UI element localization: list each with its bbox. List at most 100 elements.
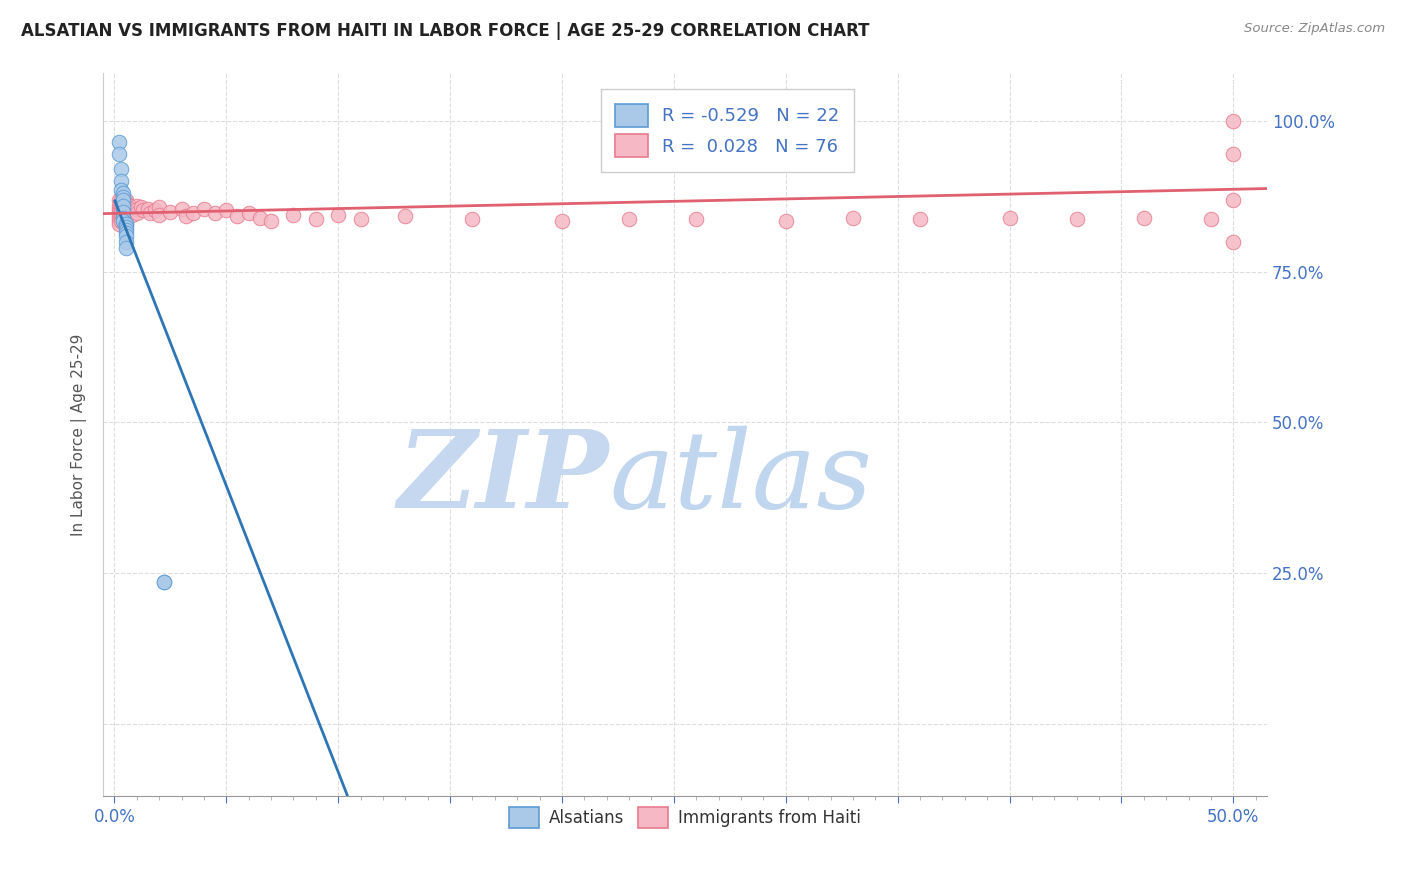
Point — [617, 211, 640, 226]
Point — [114, 219, 136, 234]
Point — [108, 204, 131, 219]
Point — [132, 203, 155, 218]
Point — [112, 193, 135, 207]
Point — [129, 200, 152, 214]
Point — [112, 213, 135, 227]
Point — [1222, 147, 1244, 161]
Point — [1222, 114, 1244, 128]
Point — [112, 211, 135, 225]
Point — [114, 200, 136, 214]
Point — [908, 211, 931, 226]
Point — [1222, 193, 1244, 207]
Point — [114, 217, 136, 231]
Point — [159, 204, 181, 219]
Point — [114, 241, 136, 255]
Point — [117, 198, 139, 212]
Point — [112, 198, 135, 212]
Point — [139, 206, 162, 220]
Point — [108, 217, 131, 231]
Point — [1133, 211, 1156, 225]
Point — [114, 195, 136, 210]
Point — [174, 210, 197, 224]
Point — [114, 204, 136, 219]
Point — [120, 204, 142, 219]
Point — [112, 204, 135, 219]
Point — [110, 184, 132, 198]
Point — [121, 208, 143, 222]
Point — [108, 198, 131, 212]
Point — [108, 193, 131, 207]
Text: ZIP: ZIP — [398, 425, 609, 531]
Point — [551, 213, 574, 227]
Point — [125, 206, 148, 220]
Point — [110, 202, 132, 216]
Point — [114, 193, 136, 207]
Point — [112, 186, 135, 201]
Point — [394, 210, 416, 224]
Point — [148, 208, 170, 222]
Point — [108, 213, 131, 227]
Point — [110, 193, 132, 207]
Point — [136, 202, 159, 216]
Point — [117, 202, 139, 216]
Point — [112, 189, 135, 203]
Legend: Alsatians, Immigrants from Haiti: Alsatians, Immigrants from Haiti — [502, 800, 868, 835]
Point — [120, 198, 142, 212]
Point — [328, 208, 350, 222]
Point — [1199, 211, 1222, 226]
Point — [114, 228, 136, 243]
Point — [112, 198, 135, 212]
Point — [305, 211, 328, 226]
Point — [114, 222, 136, 236]
Point — [998, 211, 1021, 225]
Point — [110, 198, 132, 212]
Text: Source: ZipAtlas.com: Source: ZipAtlas.com — [1244, 22, 1385, 36]
Point — [108, 147, 131, 161]
Point — [152, 575, 174, 590]
Point — [238, 206, 260, 220]
Y-axis label: In Labor Force | Age 25-29: In Labor Force | Age 25-29 — [72, 334, 87, 536]
Point — [114, 217, 136, 231]
Point — [114, 226, 136, 240]
Point — [112, 204, 135, 219]
Point — [114, 208, 136, 222]
Point — [260, 213, 283, 227]
Point — [114, 235, 136, 249]
Point — [112, 213, 135, 227]
Point — [775, 213, 797, 227]
Point — [110, 162, 132, 177]
Point — [110, 204, 132, 219]
Point — [112, 193, 135, 207]
Point — [1066, 211, 1088, 226]
Point — [108, 208, 131, 222]
Point — [125, 198, 148, 212]
Point — [108, 136, 131, 150]
Text: ALSATIAN VS IMMIGRANTS FROM HAITI IN LABOR FORCE | AGE 25-29 CORRELATION CHART: ALSATIAN VS IMMIGRANTS FROM HAITI IN LAB… — [21, 22, 869, 40]
Point — [112, 195, 135, 210]
Point — [108, 211, 131, 225]
Point — [112, 211, 135, 225]
Text: atlas: atlas — [609, 425, 872, 531]
Point — [148, 200, 170, 214]
Point — [204, 206, 226, 220]
Point — [152, 575, 174, 590]
Point — [110, 211, 132, 225]
Point — [181, 206, 204, 220]
Point — [110, 213, 132, 227]
Point — [461, 211, 484, 226]
Point — [112, 202, 135, 216]
Point — [117, 206, 139, 220]
Point — [114, 211, 136, 225]
Point — [842, 211, 865, 225]
Point — [1222, 235, 1244, 249]
Point — [143, 203, 166, 218]
Point — [121, 202, 143, 216]
Point — [226, 210, 249, 224]
Point — [193, 202, 215, 216]
Point — [215, 203, 238, 218]
Point — [112, 208, 135, 222]
Point — [170, 202, 193, 216]
Point — [125, 202, 148, 216]
Point — [249, 211, 271, 225]
Point — [685, 211, 707, 226]
